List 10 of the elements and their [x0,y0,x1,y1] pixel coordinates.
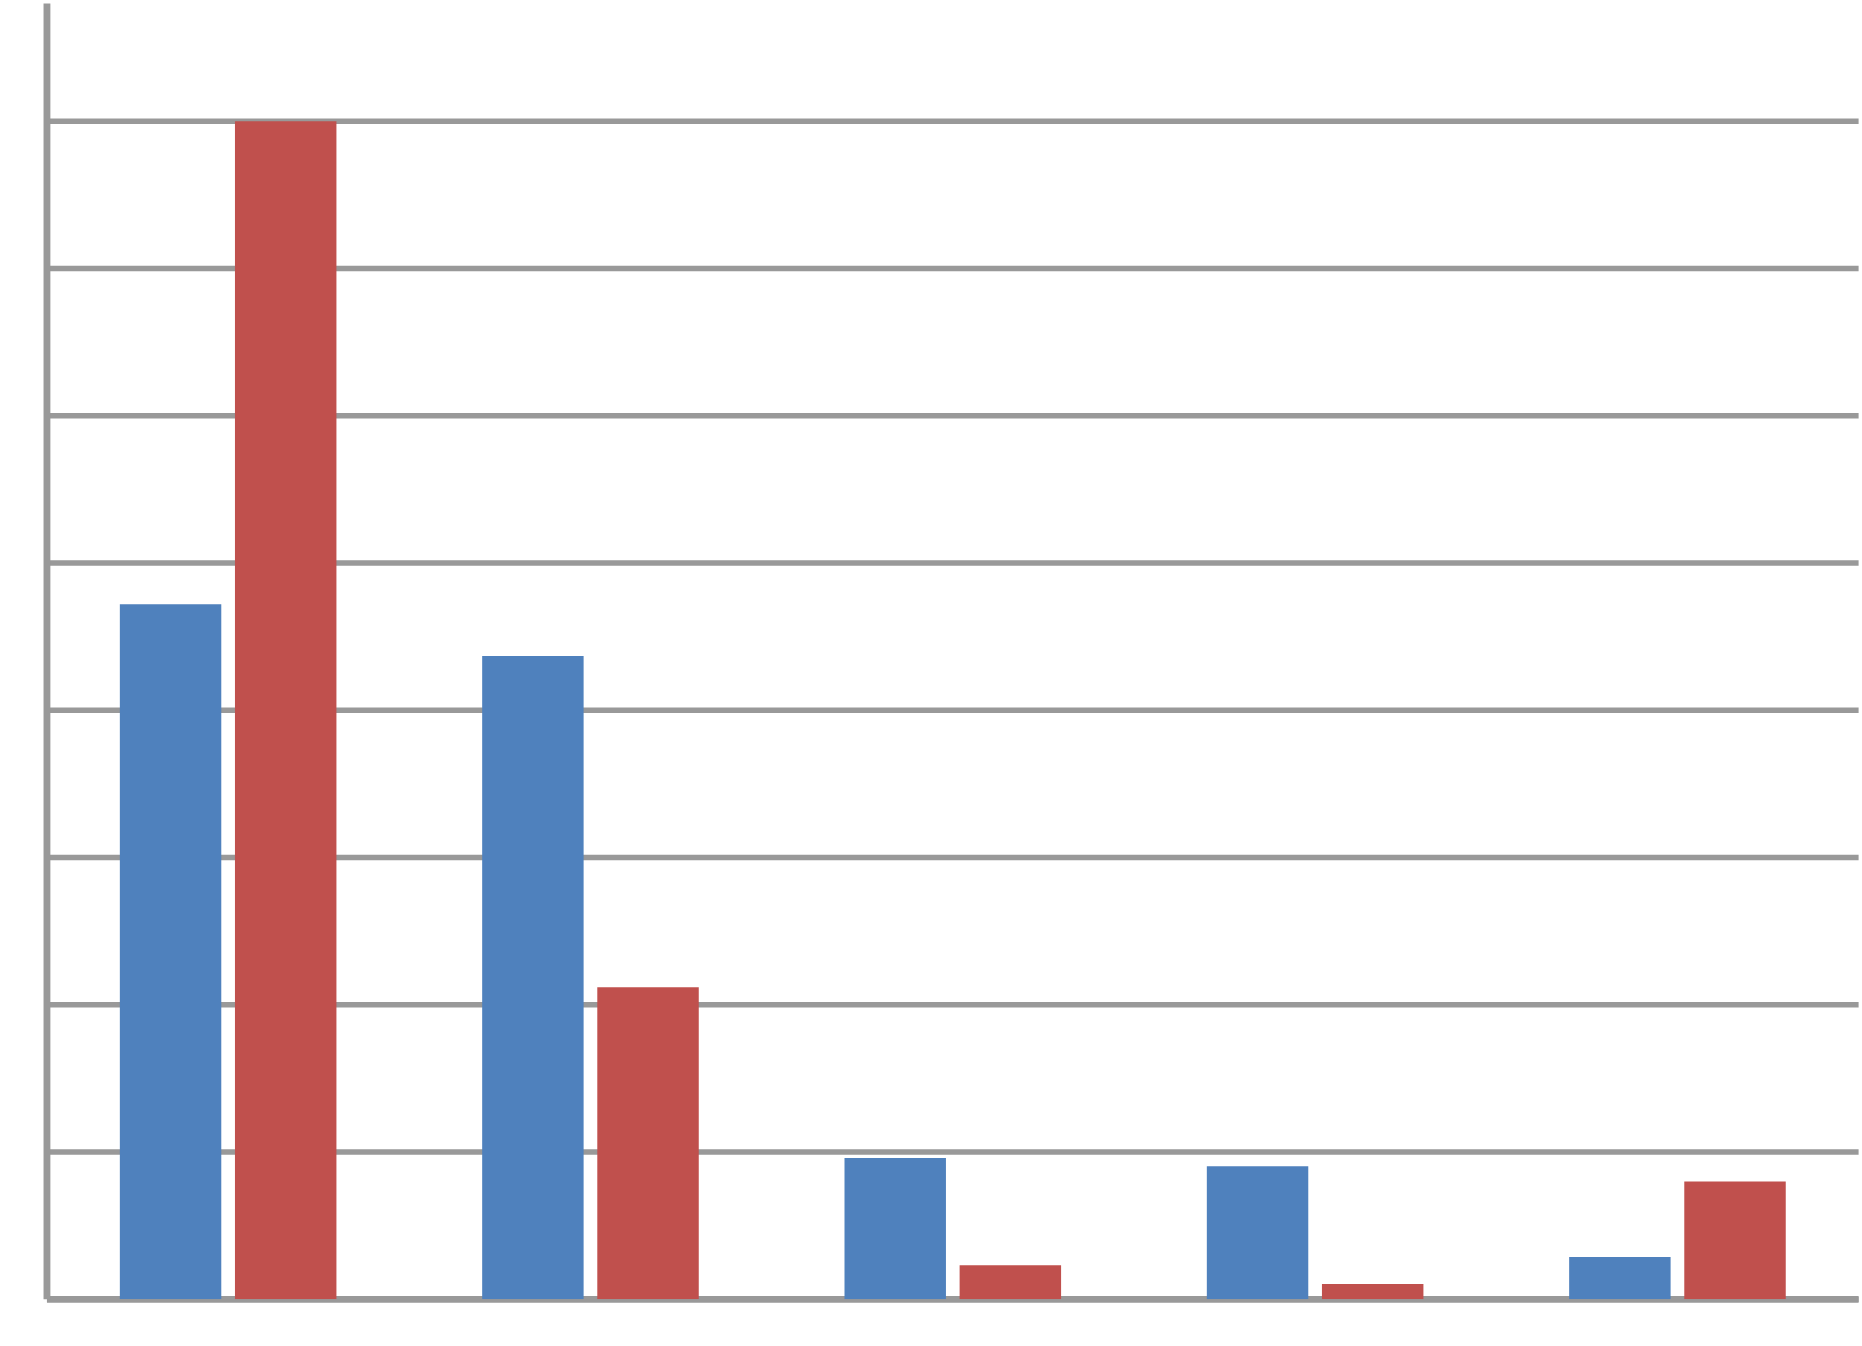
bar [844,1157,946,1300]
bar [1684,1181,1786,1300]
bar [234,121,337,1300]
bar [482,655,584,1300]
bar [597,987,699,1300]
bar [1321,1283,1424,1300]
bar [119,604,222,1300]
bar [1206,1166,1309,1300]
bar [959,1265,1062,1300]
bar [1569,1256,1671,1300]
